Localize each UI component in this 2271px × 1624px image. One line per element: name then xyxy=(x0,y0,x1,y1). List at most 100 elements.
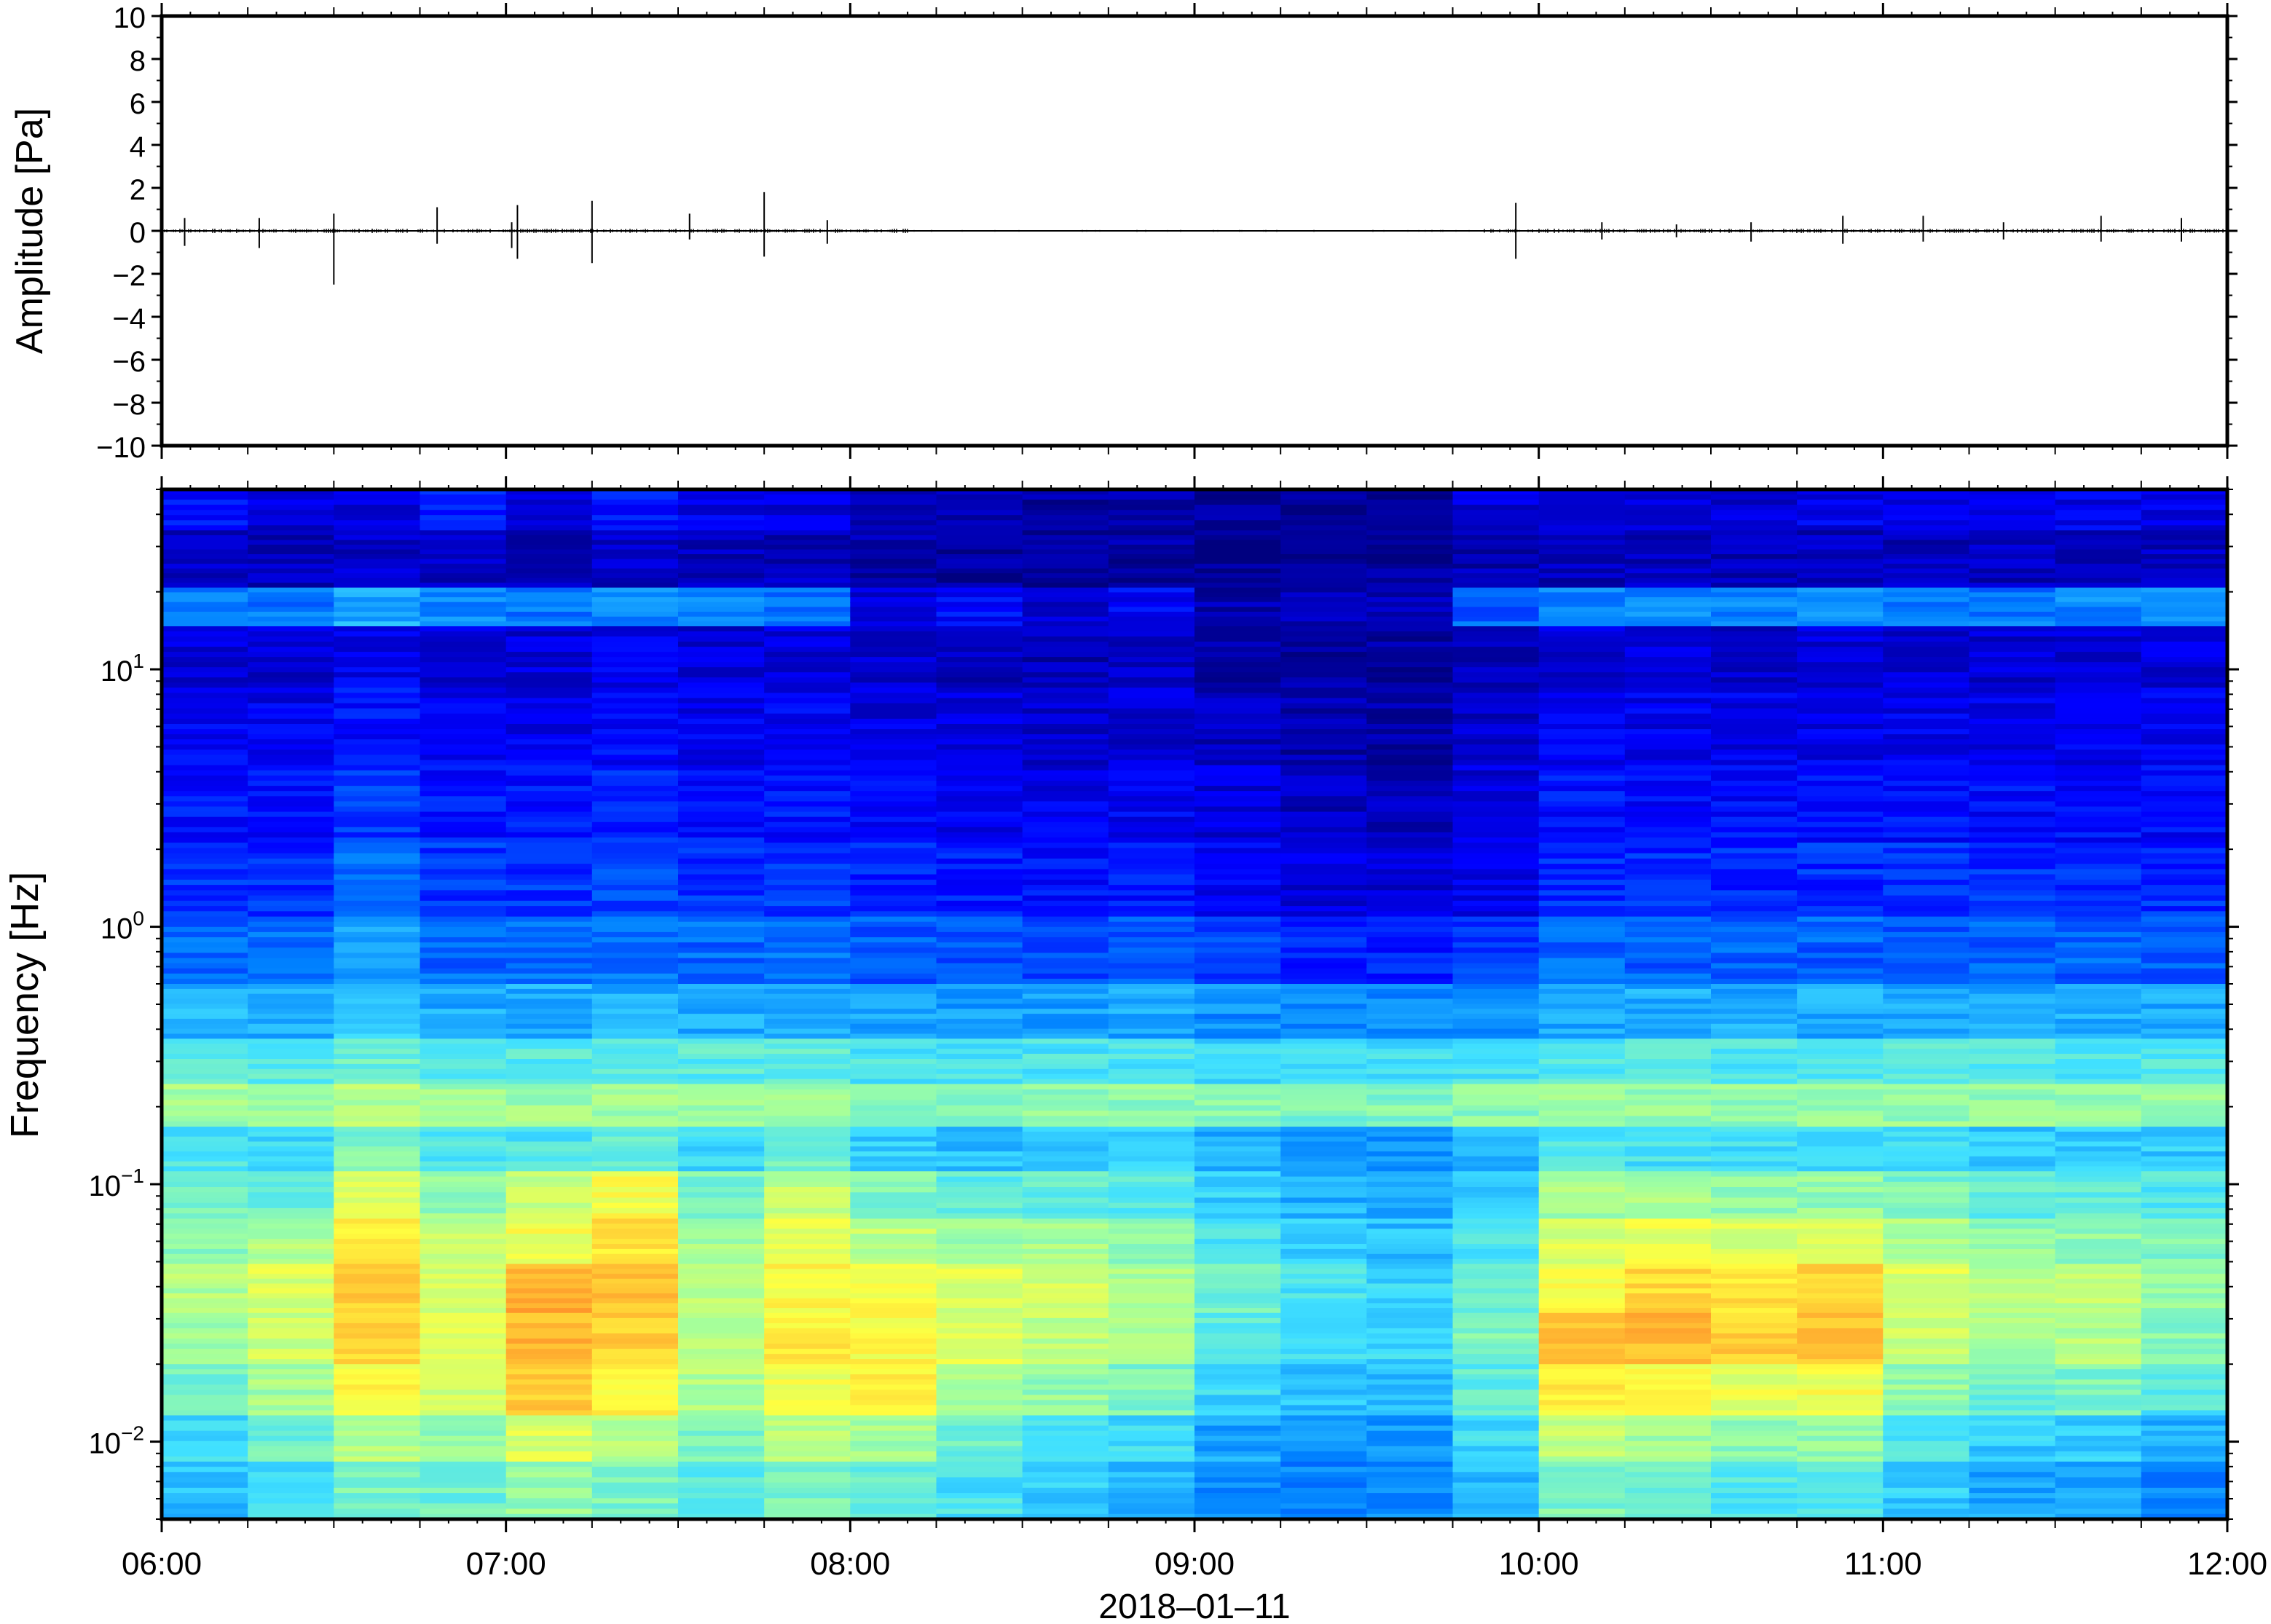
spectrogram-cell-8-8 xyxy=(850,973,937,979)
spectrogram-cell-6-10 xyxy=(1022,837,1109,843)
spectrogram-cell-14-16 xyxy=(1538,1218,1626,1225)
spectrogram-cell-17-15 xyxy=(1452,1390,1540,1396)
spectrogram-cell-15-19 xyxy=(1797,1293,1884,1299)
spectrogram-cell-13-16 xyxy=(1538,1176,1626,1183)
spectrogram-cell-18-1 xyxy=(248,1420,335,1427)
spectrogram-cell-0-5 xyxy=(591,494,679,500)
spectrogram-cell-7-7 xyxy=(764,879,851,886)
spectrogram-cell-18-9 xyxy=(936,1440,1023,1447)
spectrogram-cell-18-16 xyxy=(1538,1456,1626,1462)
spectrogram-cell-8-10 xyxy=(1022,963,1109,969)
spectrogram-cell-5-2 xyxy=(334,698,421,704)
spectrogram-cell-2-5 xyxy=(591,578,679,583)
spectrogram-cell-14-22 xyxy=(2055,1248,2142,1255)
spectrogram-cell-8-14 xyxy=(1366,921,1454,928)
spectrogram-cell-6-9 xyxy=(936,775,1023,781)
spectrogram-cell-10-2 xyxy=(334,1038,421,1044)
spectrogram-cell-8-1 xyxy=(248,942,335,948)
spectrogram-cell-17-22 xyxy=(2055,1379,2142,1386)
spectrogram-cell-13-15 xyxy=(1452,1202,1540,1209)
spectrogram-cell-18-17 xyxy=(1624,1430,1712,1437)
spectrogram-cell-17-10 xyxy=(1022,1384,1109,1391)
spectrogram-cell-16-0 xyxy=(162,1344,248,1349)
spectrogram-cell-18-12 xyxy=(1194,1430,1281,1437)
spectrogram-cell-5-2 xyxy=(334,718,421,725)
spectrogram-cell-9-15 xyxy=(1452,1004,1540,1009)
spectrogram-cell-6-9 xyxy=(936,765,1023,771)
spectrogram-cell-16-17 xyxy=(1624,1328,1712,1334)
spectrogram-cell-15-15 xyxy=(1452,1278,1540,1285)
spectrogram-cell-1-11 xyxy=(1108,535,1195,541)
spectrogram-cell-17-9 xyxy=(936,1400,1023,1406)
spectrogram-cell-9-4 xyxy=(505,1004,593,1009)
spectrogram-cell-7-6 xyxy=(678,900,765,907)
spectrogram-cell-11-22 xyxy=(2055,1100,2142,1106)
spectrogram-cell-3-17 xyxy=(1624,592,1712,598)
spectrogram-cell-10-0 xyxy=(162,1068,248,1075)
spectrogram-cell-2-7 xyxy=(764,564,851,569)
spectrogram-cell-0-10 xyxy=(1022,520,1109,527)
spectrogram-cell-5-10 xyxy=(1022,693,1109,699)
spectrogram-cell-5-8 xyxy=(850,718,937,725)
spectrogram-cell-11-5 xyxy=(591,1116,679,1122)
spectrogram-cell-13-7 xyxy=(764,1207,851,1214)
spectrogram-cell-3-19 xyxy=(1797,597,1884,603)
spectrogram-cell-5-17 xyxy=(1624,754,1712,761)
spectrogram-cell-8-23 xyxy=(2141,973,2227,979)
spectrogram-cell-15-5 xyxy=(591,1288,679,1294)
spectrogram-cell-9-13 xyxy=(1280,1023,1368,1030)
spectrogram-cell-16-19 xyxy=(1797,1339,1884,1344)
spectrogram-cell-2-11 xyxy=(1108,578,1195,583)
spectrogram-cell-14-21 xyxy=(1969,1229,2056,1234)
spectrogram-cell-18-18 xyxy=(1711,1425,1798,1432)
spectrogram-cell-19-6 xyxy=(678,1477,765,1483)
spectrogram-cell-7-0 xyxy=(162,900,248,907)
spectrogram-cell-5-3 xyxy=(420,744,507,751)
spectrogram-cell-4-8 xyxy=(850,636,937,642)
spectrogram-cell-3-4 xyxy=(505,602,593,608)
spectrogram-cell-9-23 xyxy=(2141,1033,2227,1040)
spectrogram-cell-14-4 xyxy=(505,1248,593,1255)
spectrogram-cell-10-7 xyxy=(764,1038,851,1044)
spectrogram-cell-18-15 xyxy=(1452,1425,1540,1432)
spectrogram-cell-4-11 xyxy=(1108,642,1195,647)
spectrogram-cell-8-23 xyxy=(2141,942,2227,948)
spectrogram-cell-17-10 xyxy=(1022,1400,1109,1406)
spectrogram-cell-19-5 xyxy=(591,1472,679,1478)
spectrogram-cell-0-23 xyxy=(2141,520,2227,527)
spectrogram-cell-1-9 xyxy=(936,530,1023,536)
spectrogram-cell-12-12 xyxy=(1194,1146,1281,1152)
spectrogram-cell-11-16 xyxy=(1538,1105,1626,1111)
spectrogram-cell-2-6 xyxy=(678,564,765,569)
spectrogram-cell-7-5 xyxy=(591,869,679,875)
spectrogram-cell-6-2 xyxy=(334,827,421,833)
spectrogram-cell-18-16 xyxy=(1538,1420,1626,1427)
spectrogram-cell-16-23 xyxy=(2141,1323,2227,1329)
spectrogram-cell-11-12 xyxy=(1194,1105,1281,1111)
spectrogram-cell-19-15 xyxy=(1452,1503,1540,1510)
spectrogram-cell-0-8 xyxy=(850,505,937,511)
spectrogram-cell-18-12 xyxy=(1194,1425,1281,1432)
spectrogram-cell-10-14 xyxy=(1366,1044,1454,1049)
spectrogram-cell-8-4 xyxy=(505,968,593,974)
spectrogram-cell-7-9 xyxy=(936,895,1023,902)
amplitude-y-tick-label-2: 6 xyxy=(130,88,146,120)
spectrogram-cell-6-21 xyxy=(1969,816,2056,823)
spectrogram-cell-12-0 xyxy=(162,1141,248,1148)
spectrogram-cell-15-17 xyxy=(1624,1298,1712,1304)
spectrogram-cell-15-21 xyxy=(1969,1278,2056,1285)
spectrogram-cell-3-4 xyxy=(505,587,593,594)
spectrogram-cell-15-20 xyxy=(1883,1283,1970,1289)
spectrogram-cell-15-4 xyxy=(505,1293,593,1299)
spectrogram-cell-4-20 xyxy=(1883,682,1970,689)
spectrogram-cell-10-18 xyxy=(1711,1059,1798,1065)
spectrogram-cell-8-1 xyxy=(248,926,335,933)
spectrogram-cell-6-0 xyxy=(162,837,248,843)
spectrogram-cell-14-13 xyxy=(1280,1234,1368,1239)
spectrogram-cell-16-1 xyxy=(248,1354,335,1360)
spectrogram-cell-2-23 xyxy=(2141,573,2227,579)
spectrogram-cell-7-8 xyxy=(850,843,937,849)
spectrogram-cell-0-19 xyxy=(1797,515,1884,521)
spectrogram-cell-19-5 xyxy=(591,1482,679,1489)
spectrogram-cell-3-18 xyxy=(1711,597,1798,603)
